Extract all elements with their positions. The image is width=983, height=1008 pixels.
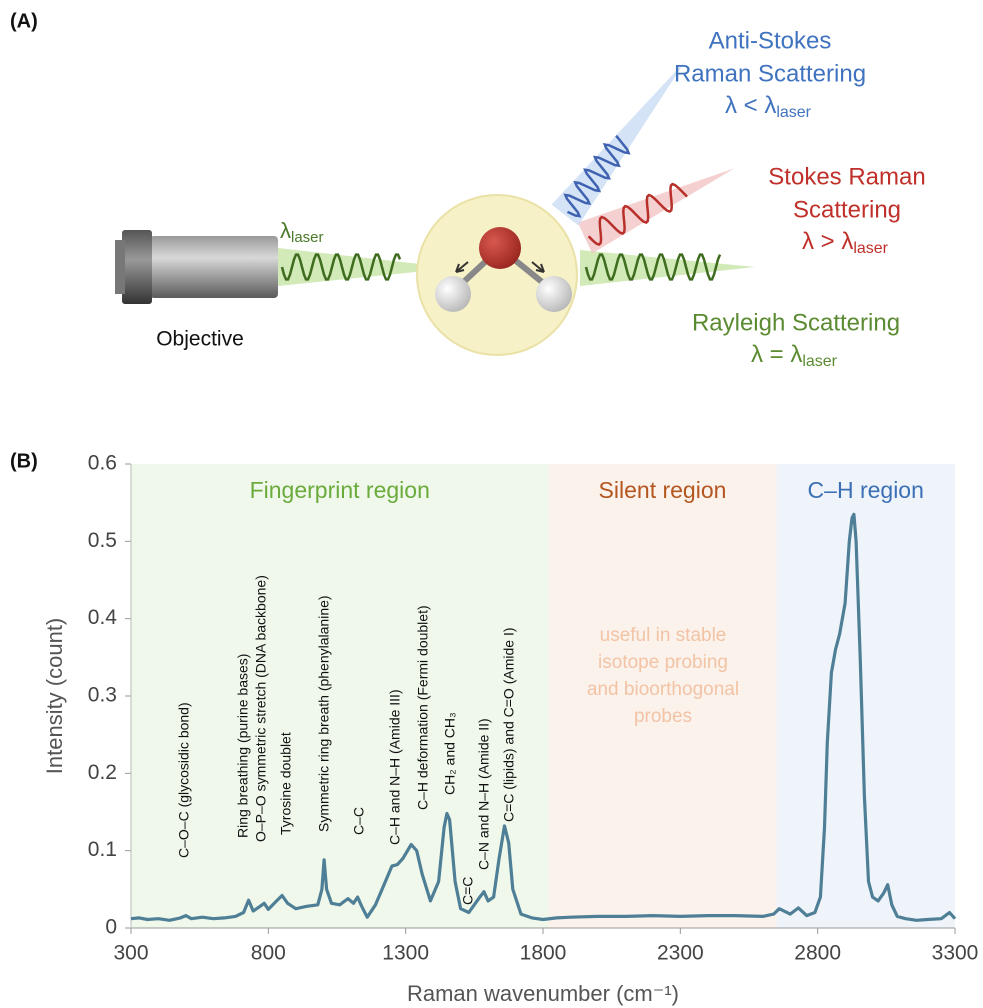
anti-stokes-title: Raman Scattering	[674, 60, 866, 87]
y-tick-label: 0.3	[88, 684, 117, 707]
y-axis-label: Intensity (count)	[42, 618, 67, 775]
rayleigh-title: Rayleigh Scattering	[692, 309, 900, 336]
subscript: laser	[291, 229, 324, 246]
panel-label: (B)	[10, 450, 38, 472]
peak-annotation: C–H deformation (Fermi doublet)	[415, 605, 431, 810]
x-axis-label: Raman wavenumber (cm⁻¹)	[407, 981, 679, 1006]
silent-note: and bioorthogonal	[587, 679, 739, 700]
x-tick-label: 1300	[382, 942, 429, 965]
peak-annotation: C–O–C (glycosidic bond)	[176, 702, 192, 858]
peak-annotation: CH₂ and CH₃	[442, 712, 458, 795]
peak-annotation: C–C	[351, 807, 367, 835]
stokes-title: Scattering	[793, 196, 901, 223]
peak-annotation: C–N and N–H (Amide II)	[476, 718, 492, 870]
y-tick-label: 0	[105, 916, 117, 939]
anti-stokes-title: Anti-Stokes	[709, 27, 832, 54]
y-tick-label: 0.4	[88, 606, 118, 629]
lambda: λ	[280, 218, 291, 243]
objective-icon	[115, 230, 278, 304]
peak-annotation: C–H and N–H (Amide III)	[387, 689, 403, 845]
subscript: laser	[776, 104, 811, 121]
y-tick-label: 0.1	[88, 838, 117, 861]
region-label: Silent region	[599, 477, 727, 503]
anti-stokes-formula: λ < λlaser	[725, 92, 812, 121]
peak-annotation: O–P–O symmetric stretch (DNA backbone)	[253, 575, 269, 842]
silent-note: probes	[634, 706, 692, 727]
x-tick-label: 3300	[932, 942, 979, 965]
x-tick-label: 1800	[520, 942, 567, 965]
peak-annotation: Symmetric ring breath (phenylalanine)	[316, 595, 332, 832]
formula: λ < λ	[725, 92, 776, 119]
formula: λ > λ	[802, 228, 853, 255]
silent-note: isotope probing	[598, 652, 728, 673]
subscript: laser	[802, 353, 837, 370]
peak-annotation: C=C	[460, 877, 476, 905]
region-label: Fingerprint region	[250, 477, 430, 503]
x-tick-label: 300	[113, 942, 148, 965]
figure: (A) λlaser Objective Anti-Stokes Raman S…	[0, 0, 983, 1008]
objective-label: Objective	[156, 328, 244, 351]
y-tick-label: 0.5	[88, 529, 117, 552]
x-tick-label: 2300	[657, 942, 704, 965]
y-tick-label: 0.2	[88, 761, 117, 784]
peak-annotation: Ring breathing (purine bases)	[235, 654, 251, 838]
molecule-halo	[417, 195, 577, 355]
stokes-formula: λ > λlaser	[802, 228, 889, 257]
y-tick-label: 0.6	[88, 452, 117, 475]
formula: λ = λ	[751, 341, 802, 368]
subscript: laser	[853, 240, 888, 257]
region-label: C–H region	[808, 477, 924, 503]
x-tick-label: 800	[251, 942, 286, 965]
panel-label: (A)	[10, 10, 38, 32]
x-tick-label: 2800	[794, 942, 841, 965]
peak-annotation: C=C (lipids) and C=O (Amide I)	[501, 627, 517, 822]
silent-note: useful in stable	[600, 625, 727, 646]
laser-label: λlaser	[280, 218, 324, 246]
spectrum-chart: Fingerprint region Silent region C–H regio…	[42, 452, 979, 1006]
region	[776, 464, 955, 928]
rayleigh-formula: λ = λlaser	[751, 341, 838, 370]
peak-annotation: Tyrosine doublet	[278, 732, 294, 835]
stokes-title: Stokes Raman	[768, 163, 925, 190]
